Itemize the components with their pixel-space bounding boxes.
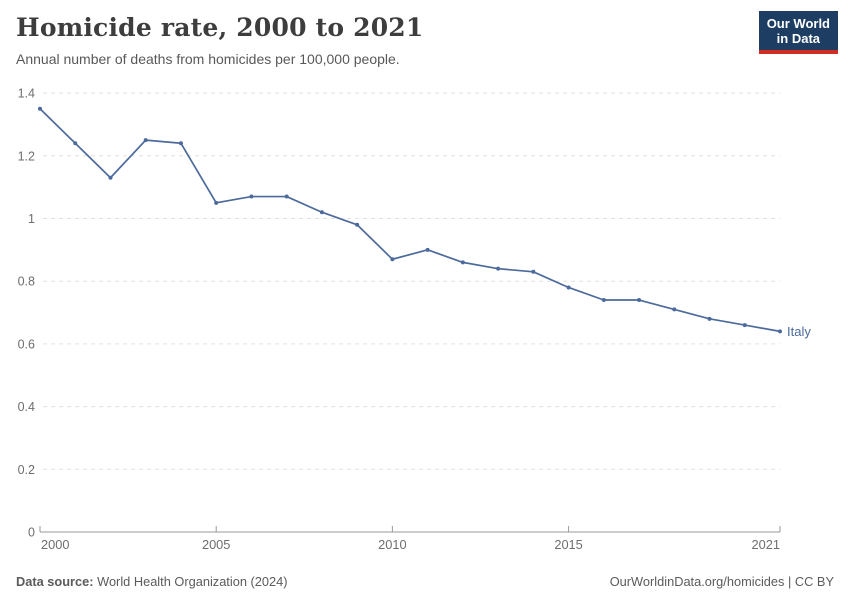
y-tick-label: 1.2 <box>18 149 35 163</box>
data-line <box>39 107 781 333</box>
data-point <box>178 141 183 146</box>
y-tick-label: 0 <box>28 526 35 540</box>
y-tick-label: 1 <box>28 212 35 226</box>
x-tick-label: 2021 <box>752 537 780 552</box>
data-point <box>390 257 395 262</box>
data-point <box>319 210 324 215</box>
data-point <box>425 247 430 252</box>
y-tick-label: 0.4 <box>18 400 35 414</box>
data-point <box>38 106 42 111</box>
data-point <box>108 175 113 180</box>
license-note: OurWorldinData.org/homicides | CC BY <box>609 574 834 589</box>
y-tick-label: 0.8 <box>18 275 35 289</box>
y-tick-label: 0.2 <box>18 463 35 477</box>
data-point <box>73 141 78 146</box>
y-tick-label: 0.6 <box>18 337 35 351</box>
data-point <box>143 138 148 143</box>
x-tick-label: 2000 <box>41 537 69 552</box>
y-tick-label: 1.4 <box>18 87 35 101</box>
data-point <box>707 316 712 321</box>
data-point <box>531 269 536 274</box>
x-tick-label: 2010 <box>378 537 406 552</box>
data-point <box>284 194 289 199</box>
chart-footer: Data source: World Health Organization (… <box>16 574 834 589</box>
data-point <box>637 298 642 303</box>
owid-logo-line1: Our World <box>766 16 830 31</box>
line-chart: 0 0.2 0.4 0.6 0.8 1 1.2 1.4 2000 2005 2010 2015 2021… <box>18 87 812 552</box>
data-point <box>778 329 782 334</box>
series-label: Italy <box>787 324 811 339</box>
data-point <box>601 298 606 303</box>
chart-subtitle: Annual number of deaths from homicides p… <box>16 51 400 67</box>
data-source-label: Data source: <box>16 574 94 589</box>
owid-logo-line2: in Data <box>776 31 821 47</box>
data-source: Data source: World Health Organization (… <box>16 574 288 589</box>
data-point <box>249 194 254 199</box>
data-point <box>672 307 677 312</box>
owid-logo: Our World in Data <box>758 11 838 55</box>
x-tick-label: 2005 <box>202 537 230 552</box>
data-point <box>460 260 465 265</box>
data-point <box>742 323 747 328</box>
data-point <box>496 266 501 271</box>
data-point <box>566 285 571 290</box>
data-point <box>355 222 360 227</box>
data-point <box>214 200 219 205</box>
x-tick-label: 2015 <box>554 537 582 552</box>
data-source-text: World Health Organization (2024) <box>97 574 288 589</box>
chart-title: Homicide rate, 2000 to 2021 <box>16 13 424 42</box>
